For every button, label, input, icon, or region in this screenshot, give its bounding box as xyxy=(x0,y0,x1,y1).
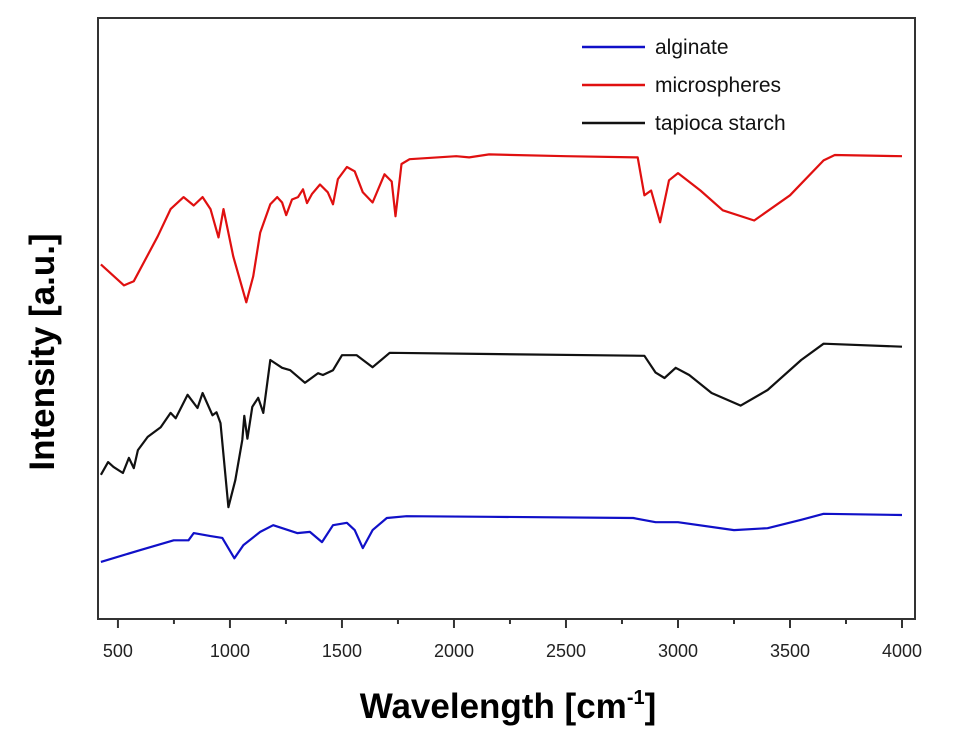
x-tick-label: 4000 xyxy=(882,641,922,661)
x-tick-label: 1500 xyxy=(322,641,362,661)
series-line-tapioca-starch xyxy=(99,342,903,509)
legend-label: alginate xyxy=(655,36,729,59)
x-axis-title-superscript: -1 xyxy=(627,687,645,709)
x-axis-ticks: 500 1000 1500 2000 2500 3000 3500 4000 xyxy=(103,619,922,661)
x-tick-label: 2000 xyxy=(434,641,474,661)
y-axis-title: Intensity [a.u.] xyxy=(23,233,62,470)
legend-label: microspheres xyxy=(655,74,781,97)
x-tick-label: 2500 xyxy=(546,641,586,661)
x-axis-title-close: ] xyxy=(645,687,657,726)
plot-frame xyxy=(97,17,916,620)
legend-label: tapioca starch xyxy=(655,112,786,135)
series-lines xyxy=(99,153,903,563)
x-axis-title: Wavelength [cm-1] xyxy=(360,687,657,726)
x-tick-label: 3500 xyxy=(770,641,810,661)
series-line-alginate xyxy=(100,512,903,563)
series-line-microspheres xyxy=(100,153,903,304)
x-tick-label: 3000 xyxy=(658,641,698,661)
legend: alginate microspheres tapioca starch xyxy=(582,36,786,135)
x-tick-label: 500 xyxy=(103,641,133,661)
x-tick-label: 1000 xyxy=(210,641,250,661)
